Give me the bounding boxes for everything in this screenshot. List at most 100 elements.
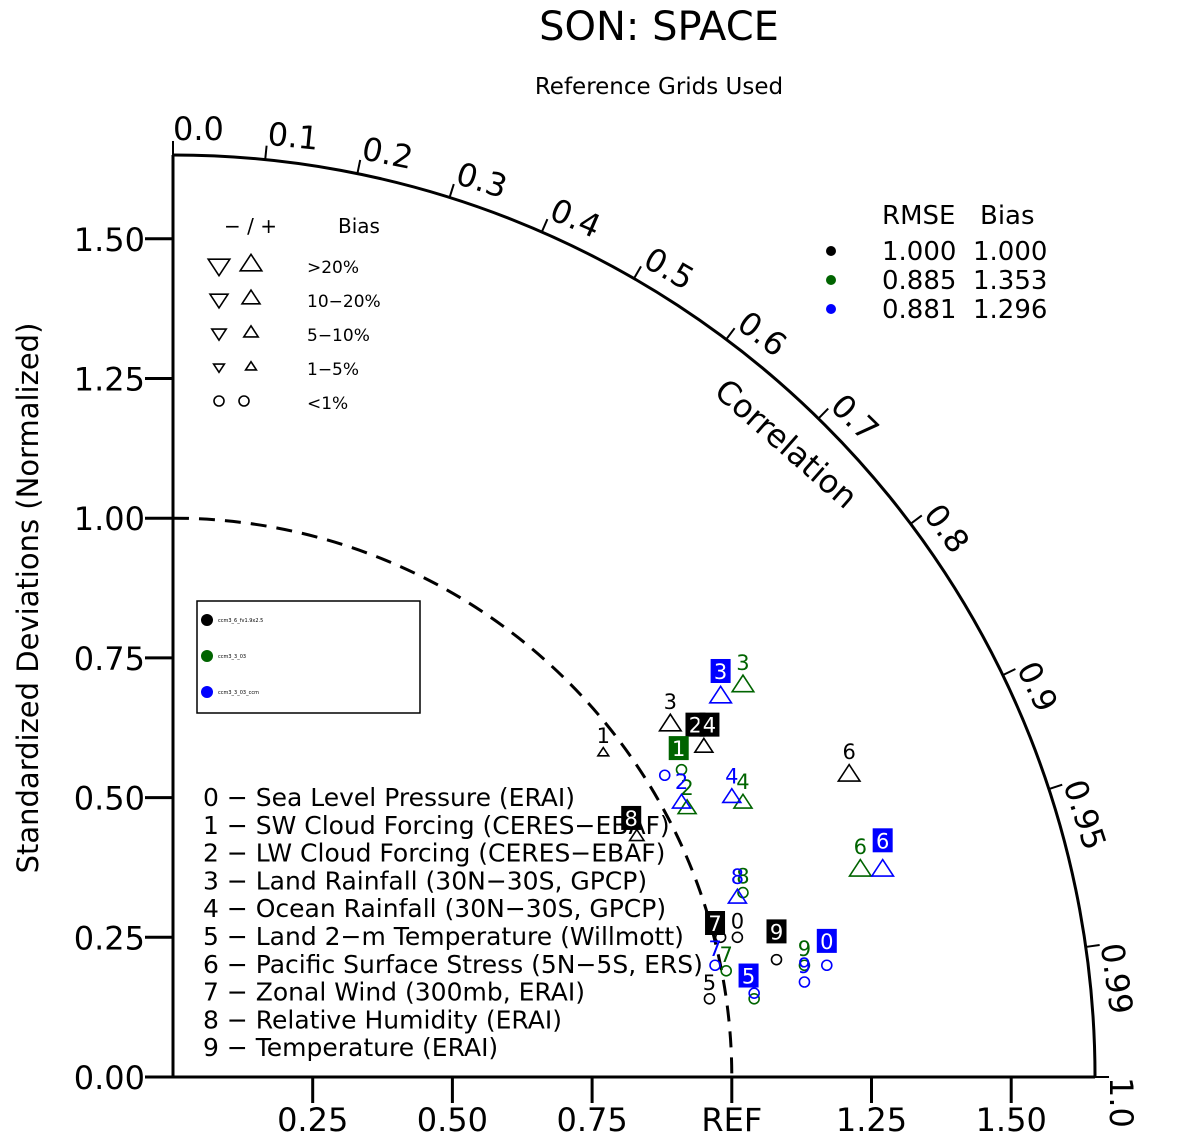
boxed-label-bg [872, 828, 893, 853]
corr-tick [264, 145, 268, 160]
case-legend-box [196, 600, 421, 714]
data-point-triangle [676, 798, 698, 815]
data-point-label: 6 [854, 835, 867, 859]
corr-tick-label: 1.0 [1102, 1077, 1140, 1128]
boxed-label-bg [766, 919, 787, 944]
corr-tick-label: 0.0 [173, 110, 224, 148]
data-point-label: 3 [664, 690, 677, 714]
data-point-circle [720, 965, 733, 977]
variable-legend-item: 9 − Temperature (ERAI) [203, 1033, 498, 1062]
data-point-circle [709, 959, 721, 972]
boxed-label-bg [710, 658, 731, 683]
data-point-label: 7 [720, 943, 733, 967]
bias-legend-down-marker [210, 328, 228, 342]
data-point-triangle [708, 684, 733, 704]
data-point-label: 4 [725, 765, 738, 789]
boxed-label-bg [699, 712, 720, 737]
corr-tick-label: 0.3 [452, 155, 512, 207]
data-point-triangle [628, 828, 646, 842]
variable-legend-item: 6 − Pacific Surface Stress (5N−5S, ERS) [203, 950, 703, 979]
stats-legend-rmse-header: RMSE [882, 201, 955, 231]
boxed-label-text: 0 [820, 930, 833, 954]
bias-legend-label: 5−10% [307, 326, 370, 346]
corr-tick-label: 0.5 [638, 240, 701, 298]
stats-legend-bias: 1.353 [973, 266, 1047, 296]
stats-legend-rmse: 1.000 [882, 237, 956, 267]
corr-tick [1048, 783, 1063, 791]
bias-legend-up-marker [240, 288, 262, 305]
bias-legend-down-marker [212, 363, 226, 374]
boxed-label-bg [668, 736, 689, 761]
stats-legend-dot [826, 304, 836, 314]
boxed-label-bg [621, 805, 642, 830]
y-axis-label: Standardized Deviations (Normalized) [11, 323, 45, 874]
corr-tick-label: 0.1 [266, 115, 320, 158]
y-tick-label: 1.00 [74, 500, 145, 538]
boxed-label-bg [816, 928, 837, 953]
x-tick-label: 0.75 [556, 1101, 627, 1135]
boxed-label-text: 3 [714, 660, 727, 684]
data-point-circle [798, 976, 811, 988]
data-point-triangle [693, 736, 715, 753]
data-point-circle [798, 959, 811, 972]
boxed-label-text: 2 [689, 714, 702, 738]
data-point-triangle [732, 792, 754, 809]
data-point-label: 7 [708, 937, 721, 961]
y-tick-label: 1.25 [74, 361, 145, 399]
x-tick-label: REF [701, 1101, 762, 1135]
legends: − / + Bias >20% 10−20% 5−10% 1−5% <1% RMSE Bias 1… [196, 201, 1047, 1062]
corr-tick-label: 0.99 [1093, 941, 1141, 1017]
corr-tick-label: 0.8 [916, 497, 977, 561]
data-point-triangle [730, 673, 756, 693]
corr-tick [910, 514, 923, 525]
x-tick-label: 1.50 [976, 1101, 1047, 1135]
data-point-label: 8 [736, 865, 749, 889]
variable-legend-item: 1 − SW Cloud Forcing (CERES−EBAF) [203, 811, 670, 840]
stats-legend-rmse: 0.881 [882, 295, 956, 325]
data-point-triangle [836, 763, 862, 782]
case-legend-dot [201, 650, 213, 662]
x-tick-label: 0.50 [417, 1101, 488, 1135]
outer-arc [172, 153, 1097, 1078]
corr-tick [725, 327, 736, 340]
data-point-triangle [596, 746, 611, 757]
data-point-label: 8 [731, 865, 744, 889]
corr-tick [448, 183, 455, 198]
corr-tick-label: 0.7 [823, 386, 886, 449]
bias-legend-up-marker [238, 252, 264, 272]
boxed-label-bg [705, 911, 726, 936]
bias-legend-label: <1% [307, 394, 348, 414]
stats-legend-bias-header: Bias [980, 201, 1035, 231]
data-point-triangle [721, 787, 743, 804]
bias-legend-circle-marker [238, 395, 250, 407]
corr-tick [540, 218, 549, 233]
boxed-label-text: 4 [703, 714, 716, 738]
chart-subtitle: Reference Grids Used [535, 74, 783, 100]
boxed-label-bg [738, 963, 759, 988]
data-point-circle [675, 763, 688, 776]
stats-legend-dot [826, 246, 836, 256]
data-point-label: 0 [731, 909, 744, 933]
bias-legend-down-marker [206, 258, 232, 278]
y-tick-label: 0.25 [74, 919, 145, 957]
bias-legend-sign: − / + [224, 214, 277, 238]
data-point-circle [731, 931, 744, 944]
variable-legend-item: 7 − Zonal Wind (300mb, ERAI) [203, 978, 585, 1007]
variable-legend-item: 2 − LW Cloud Forcing (CERES−EBAF) [203, 839, 665, 868]
variable-legend-item: 8 − Relative Humidity (ERAI) [203, 1005, 562, 1034]
bias-legend-title: Bias [338, 214, 380, 238]
bias-legend-up-marker [242, 324, 260, 338]
data-point-label: 9 [798, 937, 811, 961]
boxed-label-text: 1 [672, 737, 685, 761]
data-point-label: 3 [736, 651, 749, 675]
data-point-label: 1 [597, 724, 610, 748]
y-tick-label: 0.50 [74, 780, 145, 818]
corr-tick [633, 265, 642, 280]
y-tick-label: 0.75 [74, 640, 145, 678]
bias-legend-label: 1−5% [307, 360, 359, 380]
data-point-circle [748, 987, 760, 999]
data-point-circle [748, 992, 760, 1005]
boxed-label-text: 5 [742, 965, 755, 989]
data-point-triangle [671, 792, 692, 809]
